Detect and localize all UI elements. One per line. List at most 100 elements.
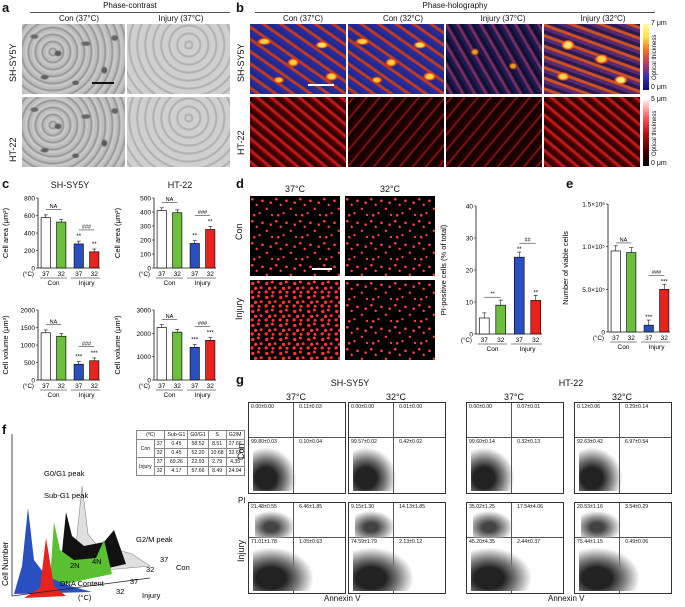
scale-bar [308, 84, 334, 86]
bar-2 [73, 243, 84, 269]
y-tick-label: 500 [140, 196, 151, 203]
table-cell: 32 [153, 466, 166, 476]
histogram-injury-37-blue [14, 508, 92, 594]
quadrant-value-q-upper-right: 6.46±1.85 [299, 504, 323, 510]
bar-0 [40, 217, 51, 269]
sig-annotation: *** [207, 330, 215, 336]
bar-3 [89, 251, 100, 269]
y-tick-label: 1.5×10⁶ [582, 202, 605, 209]
panel-b-col-2: Con (32°C) [382, 14, 424, 23]
bar-1 [626, 252, 637, 333]
x-tick-label: 37 [158, 383, 166, 390]
quadrant-value-q-upper-left: 0.00±0.00 [469, 404, 493, 410]
bar-1 [56, 221, 67, 269]
panel-g-ylabel: PI [238, 496, 246, 505]
sig-annotation: NA [620, 237, 628, 243]
holography-ht22-con37 [250, 97, 346, 167]
group-label-injury: Injury [649, 344, 666, 351]
quadrant-value-q-upper-left: 35.02±1.25 [469, 504, 495, 510]
sig-annotation: ## [524, 238, 531, 244]
y-tick-label: 600 [24, 213, 35, 220]
flow-plot-injury-ht22-32: 20.53±1.16 3.54±0.29 75.44±1.15 0.49±0.06 [574, 502, 672, 594]
scatter-population-upper [355, 511, 396, 538]
y-axis-label: Cell volume (μm³) [113, 315, 122, 375]
flow-plot-con-shsy5y-37: 0.00±0.00 0.11±0.03 99.80±0.03 0.10±0.04 [248, 402, 346, 494]
scatter-population-upper [581, 511, 622, 538]
quadrant-value-q-upper-left: 20.53±1.16 [577, 504, 603, 510]
chart-ht-cell-area: 0 100 200 300 400 500 Cell area (μm²) 37 32 37 32 (… [113, 196, 216, 287]
sig-annotation: ### [198, 321, 208, 327]
quadrant-line-horizontal [349, 537, 445, 539]
flow-plot-con-ht22-32: 0.12±0.06 0.29±0.14 92.63±0.42 6.97±0.54 [574, 402, 672, 494]
sig-annotation: *** [75, 354, 83, 360]
y-axis-label: PI-positive cells (% of total) [439, 224, 448, 315]
y-tick-label: 1500 [21, 325, 36, 332]
x-tick-label: 32 [207, 271, 215, 278]
quadrant-value-q-lower-left: 45.20±4.35 [469, 539, 495, 546]
bar-1 [172, 331, 183, 381]
quadrant-value-q-lower-right: 0.10±0.04 [299, 439, 323, 446]
depth-label-1: 37 [160, 555, 168, 564]
x-tick-label: 37 [158, 271, 166, 278]
panel-d-col-1: 37°C [284, 184, 306, 194]
x-tick-label: 32 [174, 383, 182, 390]
quadrant-value-q-upper-left: 0.00±0.00 [351, 404, 375, 410]
peak-label-g0g1: G0/G1 peak [44, 469, 85, 478]
bar-0 [156, 210, 167, 269]
x-tick-label: 37 [75, 271, 83, 278]
bar-3 [205, 339, 216, 381]
y-tick-label: 1000 [21, 343, 36, 350]
sig-annotation: NA [50, 204, 58, 210]
group-label-con: Con [164, 392, 176, 399]
scatter-population-upper [255, 511, 296, 538]
quadrant-value-q-lower-right: 0.49±0.06 [625, 539, 649, 546]
unit-label: (°C) [593, 335, 604, 342]
y-tick-label: 400 [140, 210, 151, 217]
quadrant-value-q-lower-left: 71.01±1.78 [251, 539, 277, 546]
quadrant-line-horizontal [467, 537, 563, 539]
holography-shsy5y-injury37 [446, 24, 542, 94]
sig-annotation: *** [91, 351, 99, 357]
phase-contrast-shsy5y-injury [127, 24, 230, 94]
bar-1 [495, 304, 507, 335]
table-cell: 37 [153, 457, 166, 467]
bar-3 [530, 300, 542, 335]
colorbar-bottom-max: 5 μm [651, 96, 667, 103]
table-cell: 37 [153, 439, 166, 449]
x-tick-label: 32 [628, 335, 636, 342]
chart-sh-cell-area: 0 200 400 600 800 Cell area (μm²) 37 32 37 32 (°C)… [1, 196, 100, 287]
bar-2 [189, 346, 200, 381]
y-tick-label: 40 [466, 204, 474, 211]
panel-c-label: c [2, 176, 10, 191]
y-tick-label: 5.0×10⁵ [582, 287, 605, 294]
table-header-g0g1: G0/G1 [187, 430, 209, 440]
panel-b-col-1: Con (37°C) [282, 14, 324, 23]
y-tick-label: 2000 [21, 308, 36, 315]
scatter-population [471, 548, 532, 592]
group-label-injury: Injury [195, 392, 212, 399]
holography-ht22-injury37 [446, 97, 542, 167]
quadrant-value-q-upper-right: 17.54±4.06 [517, 504, 544, 510]
group-label-injury: Injury [195, 280, 212, 287]
x-tick-label: 37 [42, 271, 50, 278]
panel-g-group-1: SH-SY5Y [330, 378, 370, 388]
table-cell: 24.94 [225, 466, 245, 476]
panel-a-row-1: SH-SY5Y [8, 43, 18, 82]
quadrant-value-q-upper-right: 14.13±1.85 [399, 504, 426, 510]
x-tick-label: 32 [532, 337, 540, 344]
phase-contrast-shsy5y-con [22, 24, 125, 94]
scatter-population [253, 548, 314, 592]
histogram-injury-32 [36, 522, 112, 590]
y-tick-label: 2000 [137, 331, 152, 338]
quadrant-line-horizontal [467, 437, 563, 439]
panel-a-row-2: HT-22 [8, 137, 18, 162]
group-label-injury: Injury [520, 346, 537, 353]
quadrant-value-q-lower-right: 0.32±0.13 [517, 439, 541, 446]
peak-label-g2m: G2/M peak [136, 535, 173, 544]
sig-annotation: *** [645, 315, 653, 321]
x-tick-label: 32 [497, 337, 505, 344]
panel-e-label: e [566, 176, 574, 191]
depth-label-4: 32 [116, 587, 124, 596]
y-axis-label: Cell area (μm²) [113, 207, 122, 258]
x-tick-label: 37 [42, 383, 50, 390]
